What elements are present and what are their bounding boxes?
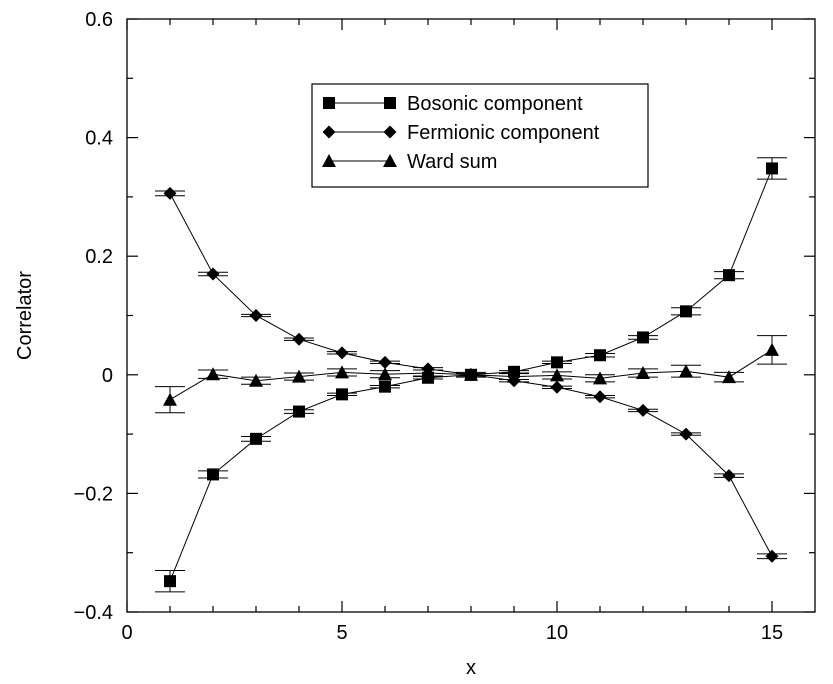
data-point-diamond	[765, 549, 779, 563]
legend-label: Fermionic component	[407, 122, 600, 144]
data-point-square	[293, 405, 305, 418]
data-point-square	[680, 305, 692, 318]
series-layer	[155, 157, 787, 593]
series-triangle	[155, 335, 787, 414]
data-point-triangle	[722, 370, 736, 384]
legend-label: Ward sum	[407, 151, 497, 173]
data-point-square	[594, 349, 606, 362]
legend-marker	[323, 97, 335, 109]
data-point-diamond	[636, 403, 650, 417]
legend-marker	[322, 154, 336, 167]
data-point-diamond	[206, 267, 220, 281]
series-diamond	[155, 186, 787, 563]
data-point-triangle	[163, 392, 177, 406]
data-point-diamond	[378, 355, 392, 369]
x-tick-label: 15	[761, 622, 783, 644]
legend-box	[311, 83, 649, 188]
axis-ticks	[126, 18, 815, 613]
data-point-triangle	[335, 365, 349, 379]
legend: Bosonic component Fermionic component Ward…	[311, 83, 649, 188]
legend-items: Bosonic component Fermionic component Ward…	[322, 93, 600, 173]
y-tick-label: 0.4	[85, 128, 113, 150]
data-point-triangle	[550, 368, 564, 382]
data-point-triangle	[464, 367, 478, 381]
data-point-square	[637, 331, 649, 344]
data-point-diamond	[722, 469, 736, 483]
data-point-square	[207, 468, 219, 481]
data-point-square	[250, 432, 262, 445]
y-tick-label: 0	[102, 365, 113, 387]
legend-marker	[384, 97, 396, 109]
legend-marker	[383, 125, 397, 139]
data-point-triangle	[593, 371, 607, 385]
data-point-square	[379, 380, 391, 393]
x-tick-label: 5	[336, 622, 347, 644]
y-axis-title: Correlator	[14, 271, 36, 360]
data-point-diamond	[550, 380, 564, 394]
y-tick-label: −0.4	[74, 602, 113, 624]
data-point-square	[164, 575, 176, 588]
data-point-square	[336, 388, 348, 401]
data-point-triangle	[421, 366, 435, 380]
data-point-triangle	[679, 364, 693, 378]
data-point-triangle	[765, 342, 779, 356]
data-point-triangle	[507, 369, 521, 383]
data-point-diamond	[163, 186, 177, 200]
y-tick-label: 0.6	[85, 9, 113, 31]
x-tick-label: 10	[546, 622, 568, 644]
data-point-diamond	[249, 309, 263, 322]
series-square	[155, 157, 787, 593]
axis-tick-labels: 0 5 10 15 −0.4 −0.2 0 0.2 0.4 0.6	[74, 9, 784, 644]
data-point-diamond	[292, 332, 306, 346]
legend-label: Bosonic component	[407, 93, 583, 115]
legend-marker	[383, 154, 397, 167]
data-point-triangle	[292, 369, 306, 383]
data-point-triangle	[378, 367, 392, 381]
data-point-triangle	[249, 373, 263, 387]
data-point-diamond	[679, 427, 693, 441]
legend-marker	[322, 125, 336, 139]
data-point-square	[723, 269, 735, 282]
x-tick-label: 0	[121, 622, 132, 644]
data-point-triangle	[636, 366, 650, 380]
x-axis-title: x	[466, 657, 476, 679]
data-point-diamond	[335, 346, 349, 360]
y-tick-label: 0.2	[85, 246, 113, 268]
data-point-diamond	[593, 390, 607, 404]
y-tick-label: −0.2	[74, 483, 113, 505]
data-point-triangle	[206, 367, 220, 381]
data-point-square	[551, 356, 563, 369]
data-point-square	[766, 162, 778, 175]
